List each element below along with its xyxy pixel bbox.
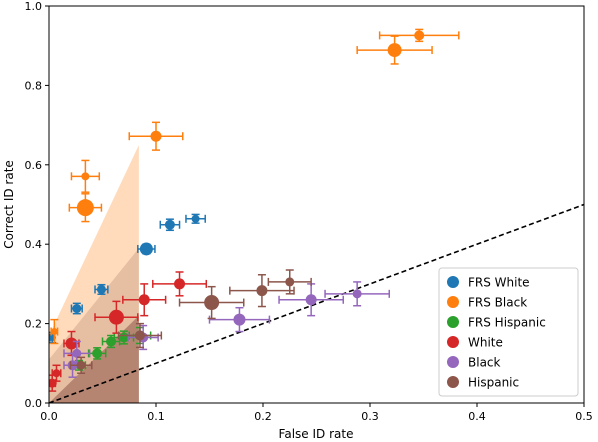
x-tick-label: 0.3 (361, 410, 379, 423)
legend-marker (447, 336, 459, 348)
hispanic-point-2 (117, 322, 163, 349)
marker (65, 337, 78, 350)
y-tick-label: 0.2 (25, 318, 43, 331)
white-point-5 (122, 283, 167, 317)
marker (81, 172, 90, 181)
y-tick-label: 0.6 (25, 159, 43, 172)
frs-hispanic-point-2 (87, 347, 107, 360)
legend-item-frs-white: FRS White (447, 276, 530, 290)
reference-line (49, 203, 584, 403)
legend-label: FRS Hispanic (468, 316, 546, 330)
legend-box (438, 267, 579, 397)
marker (305, 294, 317, 306)
frs-black-point-6 (378, 28, 460, 43)
data-points-layer (49, 28, 460, 392)
frs-black-point-3 (68, 193, 103, 223)
frs-black-point-4 (128, 121, 184, 151)
legend-label: FRS Black (468, 296, 527, 310)
legend-label: FRS White (468, 276, 530, 290)
marker (150, 130, 162, 142)
legend: FRS White FRS Black FRS Hispanic White Black… (438, 267, 579, 397)
marker (76, 199, 94, 217)
x-tick-label: 0.2 (254, 410, 272, 423)
frs-white-point-6 (185, 213, 206, 224)
marker (134, 330, 145, 341)
legend-item-hispanic: Hispanic (447, 376, 519, 390)
marker (138, 294, 150, 306)
black-point-4 (208, 306, 271, 333)
marker (285, 277, 295, 287)
legend-label: White (468, 336, 503, 350)
marker (164, 219, 175, 230)
black-point-6 (324, 281, 391, 307)
marker (204, 295, 220, 311)
x-axis: 0.0 0.1 0.2 0.3 0.4 0.5 (40, 403, 593, 423)
marker (233, 313, 246, 326)
legend-label: Hispanic (468, 376, 519, 390)
y-tick-label: 1.0 (25, 0, 43, 13)
marker (52, 369, 61, 378)
marker (76, 360, 86, 370)
marker (139, 242, 153, 256)
x-tick-label: 0.4 (468, 410, 486, 423)
marker (118, 332, 129, 343)
y-tick-label: 0.8 (25, 79, 43, 92)
white-point-6 (152, 271, 208, 297)
legend-item-white: White (447, 336, 503, 350)
hispanic-point-5 (267, 269, 312, 295)
hispanic-point-4 (229, 274, 295, 308)
frs-white-point-2 (70, 302, 83, 315)
y-tick-label: 0.0 (25, 397, 43, 410)
legend-item-black: Black (447, 356, 501, 370)
white-point-4 (94, 300, 139, 334)
x-tick-label: 0.0 (40, 410, 58, 423)
marker (256, 285, 268, 297)
reference-line-layer (49, 203, 584, 403)
marker (414, 30, 425, 41)
marker (352, 289, 362, 299)
marker (108, 309, 124, 325)
x-tick-label: 0.5 (575, 410, 593, 423)
x-axis-label: False ID rate (279, 427, 354, 441)
marker (50, 328, 58, 336)
hispanic-point-3 (178, 285, 245, 320)
hispanic-point-1 (69, 356, 93, 374)
legend-item-frs-black: FRS Black (447, 296, 527, 310)
marker (191, 214, 200, 223)
legend-marker (447, 316, 459, 328)
frs-black-point-1 (50, 318, 59, 345)
frs-white-point-4 (137, 242, 156, 256)
white-point-2 (51, 364, 62, 382)
marker (92, 348, 103, 359)
y-axis-label: Correct ID rate (2, 160, 16, 249)
frs-black-point-5 (356, 35, 433, 65)
x-tick-label: 0.1 (147, 410, 165, 423)
frs-black-point-2 (70, 159, 101, 193)
frs-white-point-3 (94, 283, 109, 295)
plot-frame (48, 5, 585, 404)
shaded-regions (49, 144, 139, 403)
y-axis: 0.0 0.2 0.4 0.6 0.8 1.0 (25, 0, 49, 410)
y-tick-label: 0.4 (25, 238, 43, 251)
legend-item-frs-hispanic: FRS Hispanic (447, 316, 546, 330)
frs-white-point-5 (159, 218, 181, 232)
marker (174, 278, 186, 290)
legend-marker (447, 356, 459, 368)
marker (72, 304, 82, 314)
legend-marker (447, 296, 459, 308)
marker (72, 348, 82, 358)
marker (387, 43, 402, 58)
legend-label: Black (468, 356, 501, 370)
marker (96, 284, 106, 294)
legend-marker (447, 376, 459, 388)
legend-marker (447, 276, 459, 288)
black-point-5 (278, 283, 344, 317)
